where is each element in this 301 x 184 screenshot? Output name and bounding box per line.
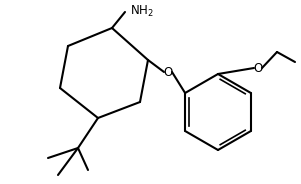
Text: O: O [253,61,263,75]
Text: NH$_2$: NH$_2$ [130,3,154,19]
Text: O: O [163,66,173,79]
